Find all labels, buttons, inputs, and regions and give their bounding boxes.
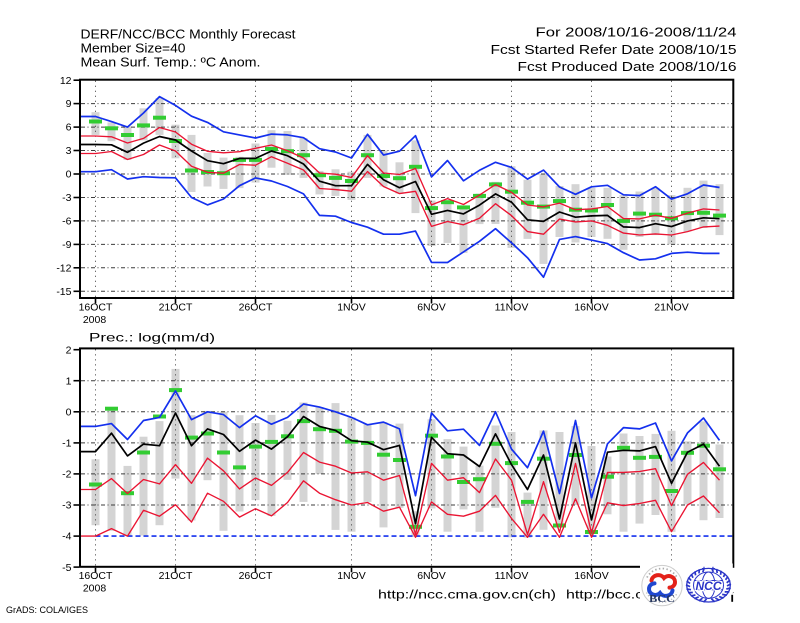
svg-text:For 2008/10/16-2008/11/24: For 2008/10/16-2008/11/24	[536, 25, 737, 40]
svg-text:Fcst Started Refer Date 2008/1: Fcst Started Refer Date 2008/10/15	[491, 42, 737, 57]
svg-text:-15: -15	[56, 286, 71, 298]
svg-text:DERF/NCC/BCC Monthly Forecast: DERF/NCC/BCC Monthly Forecast	[81, 27, 296, 42]
svg-text:http://ncc.cma.gov.cn(ch): http://ncc.cma.gov.cn(ch)	[378, 589, 556, 601]
svg-text:0: 0	[66, 169, 72, 181]
svg-text:16NOV: 16NOV	[574, 570, 608, 582]
svg-text:6: 6	[66, 122, 72, 134]
svg-text:-6: -6	[62, 216, 71, 228]
svg-text:2008: 2008	[83, 582, 107, 594]
svg-text:3: 3	[66, 145, 72, 157]
svg-text:26OCT: 26OCT	[239, 570, 273, 582]
svg-text:16OCT: 16OCT	[79, 301, 113, 313]
svg-text:1: 1	[66, 375, 72, 387]
svg-text:11NOV: 11NOV	[495, 301, 529, 313]
svg-text:21NOV: 21NOV	[654, 301, 688, 313]
svg-text:16NOV: 16NOV	[574, 301, 608, 313]
svg-text:GrADS: COLA/IGES: GrADS: COLA/IGES	[6, 605, 88, 616]
svg-text:Member Size=40: Member Size=40	[81, 41, 186, 56]
svg-text:1NOV: 1NOV	[337, 570, 366, 582]
svg-text:1NOV: 1NOV	[337, 301, 366, 313]
svg-text:21OCT: 21OCT	[159, 570, 193, 582]
svg-text:Prec.: log(mm/d): Prec.: log(mm/d)	[89, 331, 215, 345]
svg-text:-1: -1	[62, 438, 71, 450]
svg-text:Fcst Produced Date 2008/10/16: Fcst Produced Date 2008/10/16	[518, 59, 737, 74]
svg-text:-9: -9	[62, 239, 71, 251]
svg-text:11NOV: 11NOV	[495, 570, 529, 582]
svg-text:-3: -3	[62, 500, 71, 512]
svg-text:0: 0	[66, 406, 72, 418]
svg-text:12: 12	[60, 75, 72, 87]
svg-text:-2: -2	[62, 469, 71, 481]
svg-text:6NOV: 6NOV	[417, 570, 446, 582]
svg-text:-5: -5	[62, 562, 71, 574]
svg-text:16OCT: 16OCT	[79, 570, 113, 582]
svg-text:9: 9	[66, 98, 72, 110]
svg-text:21OCT: 21OCT	[159, 301, 193, 313]
svg-text:BCC: BCC	[649, 593, 675, 605]
svg-text:26OCT: 26OCT	[239, 301, 273, 313]
svg-text:-3: -3	[62, 192, 71, 204]
svg-text:-4: -4	[62, 531, 71, 543]
svg-text:6NOV: 6NOV	[417, 301, 446, 313]
svg-text:Mean Surf. Temp.: ºC Anom.: Mean Surf. Temp.: ºC Anom.	[81, 55, 261, 70]
svg-text:2: 2	[66, 344, 72, 356]
svg-text:2008: 2008	[83, 314, 107, 326]
svg-text:-12: -12	[56, 262, 71, 274]
svg-text:NCC: NCC	[696, 579, 722, 593]
